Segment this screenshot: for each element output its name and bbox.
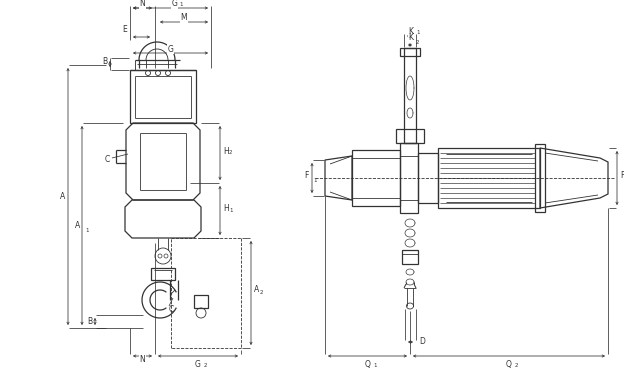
Text: Q: Q xyxy=(364,360,371,369)
Text: N: N xyxy=(140,0,145,8)
Text: 1: 1 xyxy=(229,208,233,212)
Bar xyxy=(438,148,540,208)
Bar xyxy=(151,268,175,280)
Text: N: N xyxy=(140,355,145,364)
Text: 2: 2 xyxy=(204,363,208,368)
Text: K: K xyxy=(409,28,414,37)
Bar xyxy=(402,250,418,264)
Text: F: F xyxy=(620,172,624,181)
Text: B: B xyxy=(87,317,92,326)
Text: 2: 2 xyxy=(229,150,233,155)
Text: 2: 2 xyxy=(260,290,263,295)
Text: K: K xyxy=(409,33,414,42)
Text: 1: 1 xyxy=(374,363,377,368)
Text: G: G xyxy=(195,360,201,369)
Text: 1: 1 xyxy=(180,2,183,7)
Text: C: C xyxy=(104,155,110,164)
Text: H: H xyxy=(223,147,229,155)
Text: D: D xyxy=(419,336,425,345)
Text: G: G xyxy=(168,45,173,54)
Text: C: C xyxy=(168,305,173,314)
Bar xyxy=(400,143,418,213)
Text: 2: 2 xyxy=(515,363,519,368)
Text: 1: 1 xyxy=(416,30,419,35)
Bar xyxy=(130,70,196,123)
Text: M: M xyxy=(181,14,187,23)
Text: 1: 1 xyxy=(85,228,89,234)
Text: B: B xyxy=(102,56,107,65)
Text: H: H xyxy=(223,204,229,213)
Text: A: A xyxy=(75,221,80,230)
Text: E: E xyxy=(122,25,127,34)
Bar xyxy=(535,144,545,212)
Bar xyxy=(194,295,208,308)
Bar xyxy=(352,150,400,206)
Bar xyxy=(400,48,420,56)
Text: Q: Q xyxy=(506,360,512,369)
Text: 2: 2 xyxy=(416,40,419,45)
Bar xyxy=(418,153,438,203)
Text: A: A xyxy=(254,285,259,293)
Text: 1: 1 xyxy=(313,178,316,183)
Bar xyxy=(396,129,424,143)
Text: G: G xyxy=(172,0,177,8)
Bar xyxy=(404,48,416,143)
Text: A: A xyxy=(60,192,65,201)
Text: F: F xyxy=(305,172,309,181)
